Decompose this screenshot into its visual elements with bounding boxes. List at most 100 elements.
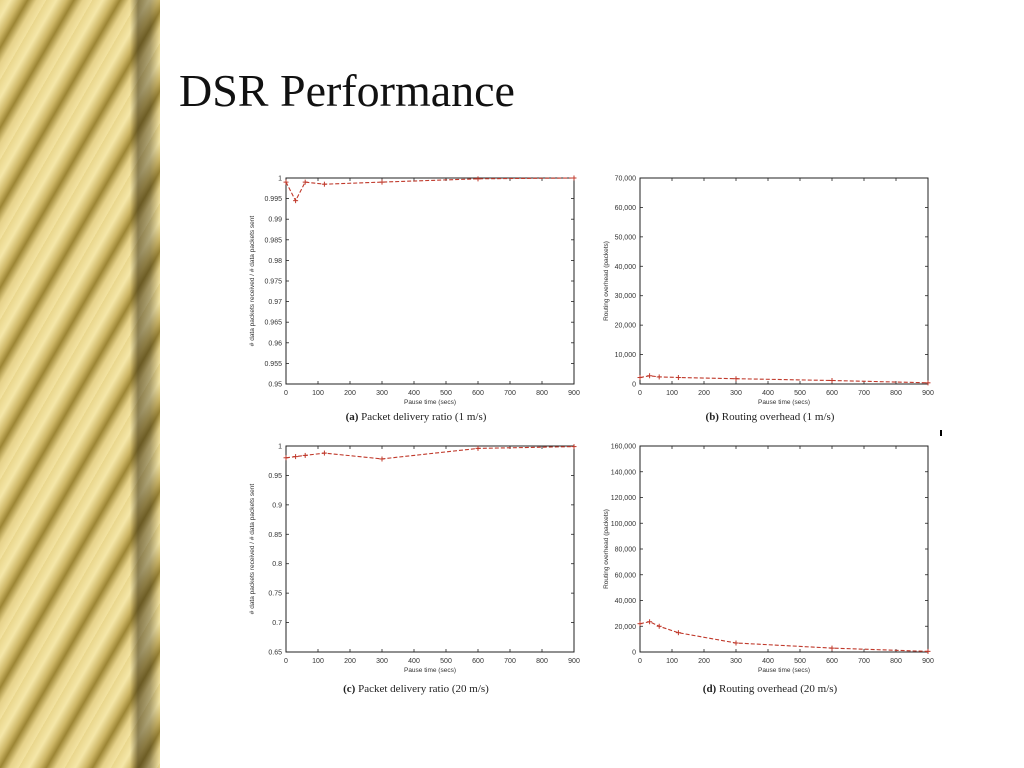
x-tick-label: 500 <box>440 658 452 665</box>
x-axis-label: Pause time (secs) <box>404 667 456 674</box>
data-point <box>637 621 643 627</box>
caption-c-text: Packet delivery ratio (20 m/s) <box>358 683 489 695</box>
data-point <box>302 452 308 458</box>
x-tick-label: 900 <box>922 390 934 397</box>
y-tick-label: 0.7 <box>272 620 282 627</box>
caption-b: (b) Routing overhead (1 m/s) <box>590 411 950 423</box>
y-tick-label: 0.75 <box>268 591 282 598</box>
x-tick-label: 900 <box>568 658 580 665</box>
y-tick-label: 30,000 <box>615 293 637 300</box>
y-tick-label: 0.965 <box>264 320 282 327</box>
y-axis-label: Routing overhead (packets) <box>603 241 610 321</box>
chart-panel-d: 0 100 200 300 400 500 600 700 800 900 0 20,000 40,00… <box>590 436 950 696</box>
series-line <box>285 446 575 460</box>
x-tick-label: 200 <box>344 390 356 397</box>
y-tick-label: 160,000 <box>611 444 636 451</box>
caption-d: (d) Routing overhead (20 m/s) <box>590 683 950 695</box>
caption-d-tag: (d) <box>702 683 717 695</box>
caption-b-text: Routing overhead (1 m/s) <box>721 411 835 423</box>
data-point <box>379 179 385 185</box>
y-tick-label: 40,000 <box>615 264 637 271</box>
data-point <box>379 456 385 462</box>
y-tick-label: 0.955 <box>264 361 282 368</box>
x-tick-label: 900 <box>568 390 580 397</box>
y-tick-label: 80,000 <box>615 547 637 554</box>
data-point <box>656 374 662 380</box>
x-tick-label: 800 <box>890 658 902 665</box>
chart-panel-a: 0 100 200 300 400 500 600 700 800 900 0.95 0.955 0.9… <box>236 168 596 428</box>
x-tick-label: 100 <box>666 658 678 665</box>
x-tick-label: 800 <box>536 658 548 665</box>
data-point <box>475 445 481 451</box>
x-tick-label: 0 <box>638 390 642 397</box>
x-tick-label: 800 <box>536 390 548 397</box>
y-tick-label: 0.95 <box>268 382 282 389</box>
y-tick-label: 140,000 <box>611 469 636 476</box>
x-axis-label: Pause time (secs) <box>404 399 456 406</box>
y-tick-label: 1 <box>278 176 282 183</box>
y-tick-label: 60,000 <box>615 205 637 212</box>
series-line <box>285 177 575 202</box>
x-tick-label: 500 <box>794 658 806 665</box>
x-tick-label: 700 <box>858 658 870 665</box>
slide-title: DSR Performance <box>179 65 515 116</box>
chart-svg-d: 0 100 200 300 400 500 600 700 800 900 0 20,000 40,00… <box>603 444 934 675</box>
x-tick-label: 500 <box>794 390 806 397</box>
chart-svg-a: 0 100 200 300 400 500 600 700 800 900 0.95 0.955 0.9… <box>249 175 580 406</box>
data-point <box>293 454 299 460</box>
x-tick-label: 100 <box>312 390 324 397</box>
y-tick-label: 0.99 <box>268 217 282 224</box>
y-tick-label: 0.95 <box>268 473 282 480</box>
y-axis-label: Routing overhead (packets) <box>603 509 610 589</box>
y-tick-label: 0.975 <box>264 279 282 286</box>
y-tick-label: 0.85 <box>268 532 282 539</box>
chart-svg-b: 0 100 200 300 400 500 600 700 800 900 0 10,000 20,00… <box>603 176 934 407</box>
data-point <box>733 376 739 382</box>
y-tick-label: 100,000 <box>611 521 636 528</box>
plot-frame <box>285 177 575 385</box>
x-tick-label: 900 <box>922 658 934 665</box>
data-point <box>829 645 835 651</box>
y-tick-label: 0.985 <box>264 237 282 244</box>
data-point <box>283 455 289 461</box>
y-tick-label: 40,000 <box>615 598 637 605</box>
x-tick-label: 600 <box>826 658 838 665</box>
y-tick-label: 1 <box>278 444 282 451</box>
y-tick-label: 0 <box>632 650 636 657</box>
data-point <box>302 179 308 185</box>
data-point <box>571 444 577 450</box>
x-tick-label: 200 <box>698 390 710 397</box>
y-tick-label: 0.65 <box>268 650 282 657</box>
data-point <box>321 450 327 456</box>
data-point <box>733 640 739 646</box>
decorative-gold-bars <box>0 0 160 768</box>
x-tick-label: 400 <box>762 658 774 665</box>
data-point <box>675 375 681 381</box>
x-tick-label: 300 <box>730 390 742 397</box>
x-axis-label: Pause time (secs) <box>758 667 810 674</box>
y-axis-label: # data packets received / # data packets… <box>249 484 256 615</box>
plot-frame <box>639 445 929 653</box>
y-tick-label: 0.8 <box>272 561 282 568</box>
data-point <box>321 181 327 187</box>
series-line <box>639 621 929 652</box>
data-point <box>925 648 931 654</box>
caption-c-tag: (c) <box>343 683 356 695</box>
x-tick-label: 0 <box>638 658 642 665</box>
x-tick-label: 600 <box>472 658 484 665</box>
decorative-mark <box>940 430 942 436</box>
y-tick-label: 0.98 <box>268 258 282 265</box>
data-point <box>925 380 931 386</box>
series-line <box>639 375 929 384</box>
y-axis-label: # data packets received / # data packets… <box>249 216 256 347</box>
chart-panel-c: 0 100 200 300 400 500 600 700 800 900 0.65 0.7 0.75 0… <box>236 436 596 696</box>
y-tick-label: 50,000 <box>615 234 637 241</box>
x-tick-label: 100 <box>312 658 324 665</box>
y-tick-label: 0.9 <box>272 502 282 509</box>
data-point <box>656 623 662 629</box>
y-tick-label: 0.995 <box>264 196 282 203</box>
x-tick-label: 0 <box>284 658 288 665</box>
y-tick-label: 0.97 <box>268 299 282 306</box>
y-tick-label: 60,000 <box>615 572 637 579</box>
data-point <box>571 175 577 181</box>
